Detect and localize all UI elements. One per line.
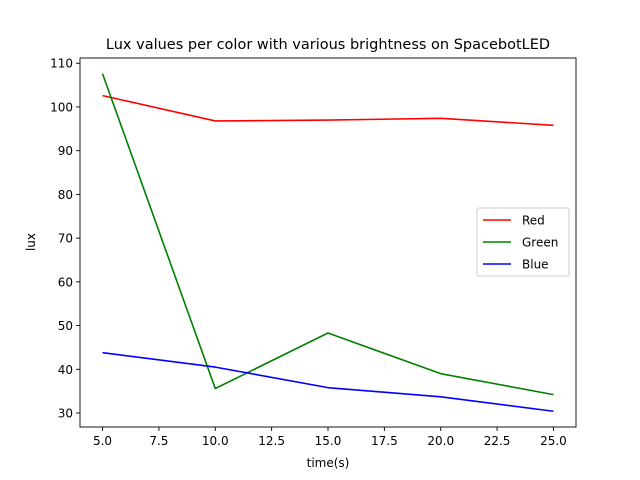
chart-title: Lux values per color with various bright… [106, 37, 550, 53]
legend-box [476, 207, 570, 277]
x-tick-label: 12.5 [258, 434, 285, 448]
legend-label-green: Green [522, 236, 558, 250]
legend: Red Green Blue [476, 207, 570, 277]
x-axis: 5.0 7.5 10.0 12.5 15.0 17.5 20.0 22.5 25.0 [93, 427, 567, 448]
x-tick-label: 17.5 [371, 434, 398, 448]
y-axis-label: lux [24, 233, 38, 251]
x-tick-label: 15.0 [315, 434, 342, 448]
series-line-green [101, 73, 554, 396]
x-tick-label: 7.5 [149, 434, 168, 448]
y-tick-label: 40 [58, 363, 73, 377]
y-tick-label: 60 [58, 275, 73, 289]
y-tick-label: 110 [50, 57, 73, 71]
y-tick-label: 80 [58, 188, 73, 202]
y-tick-label: 30 [58, 407, 73, 421]
series-layer [101, 73, 554, 413]
legend-label-red: Red [522, 214, 545, 228]
x-axis-label: time(s) [307, 456, 350, 470]
series-line-red [102, 94, 554, 127]
y-tick-label: 50 [58, 319, 73, 333]
y-tick-label: 90 [58, 144, 73, 158]
x-tick-label: 25.0 [540, 434, 567, 448]
y-tick-label: 70 [58, 232, 73, 246]
y-tick-label: 100 [50, 100, 73, 114]
x-tick-label: 22.5 [484, 434, 511, 448]
y-axis: 30 40 50 60 70 80 90 100 110 [50, 57, 80, 421]
series-line-blue [102, 351, 554, 413]
x-tick-label: 5.0 [93, 434, 112, 448]
x-tick-label: 10.0 [202, 434, 229, 448]
x-tick-label: 20.0 [427, 434, 454, 448]
legend-label-blue: Blue [522, 258, 549, 272]
